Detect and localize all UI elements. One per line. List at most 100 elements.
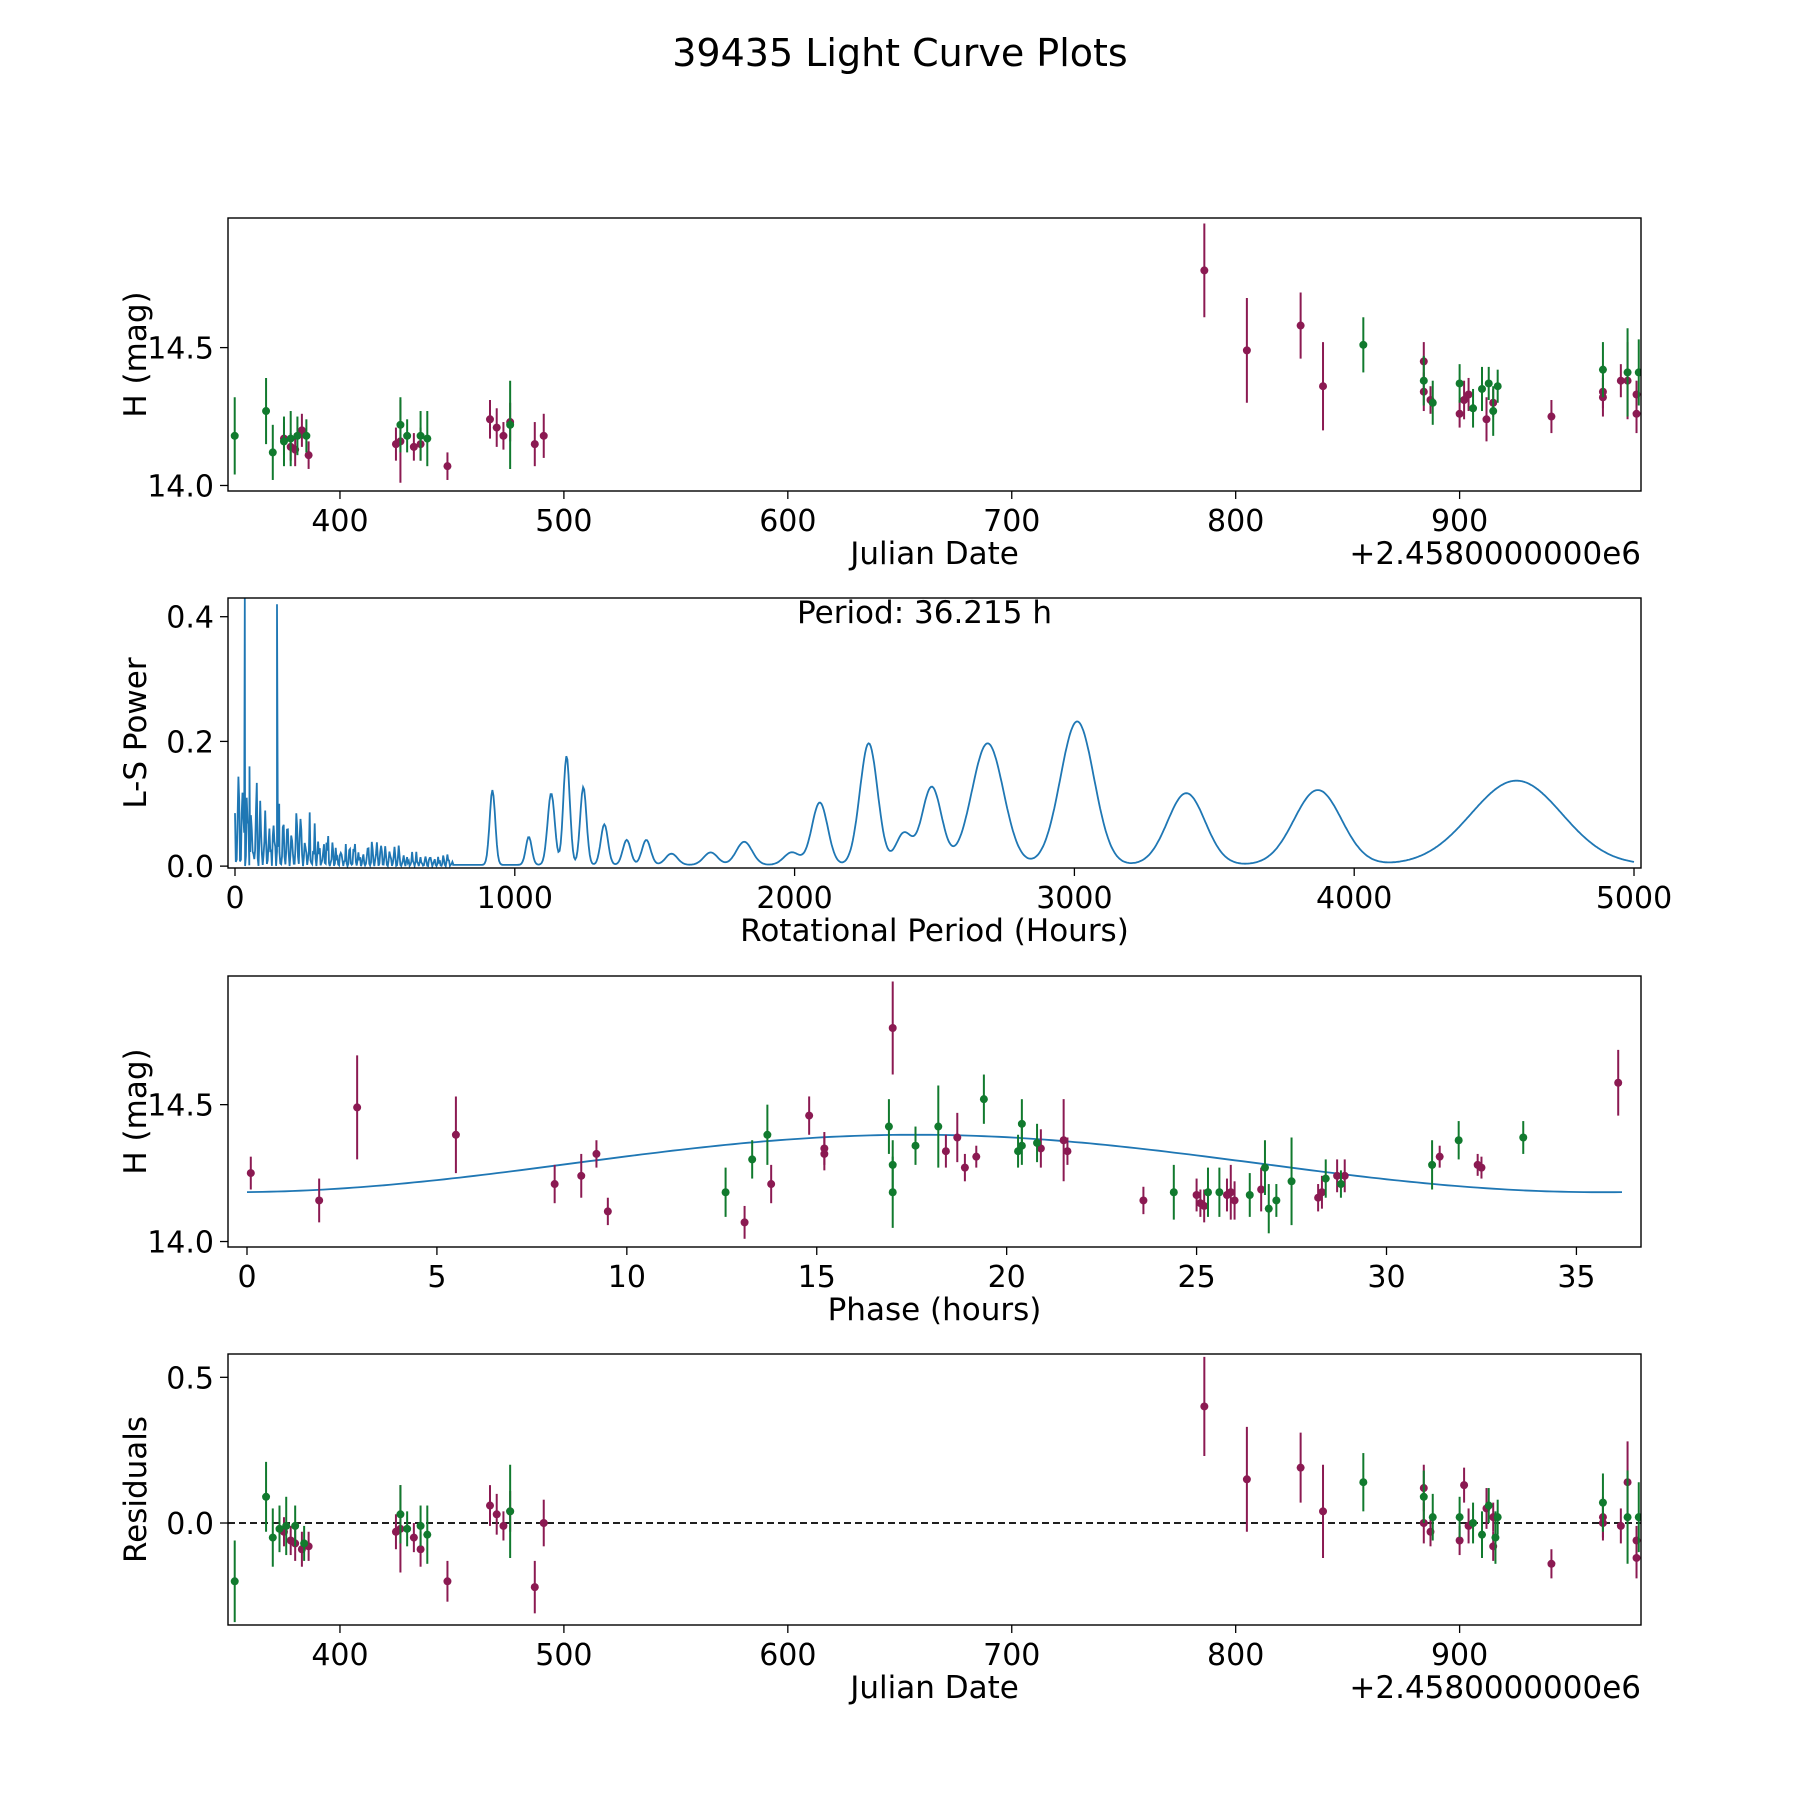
data-point bbox=[443, 1577, 452, 1586]
y-axis-label: H (mag) bbox=[118, 291, 154, 417]
x-tick-label: 700 bbox=[983, 504, 1040, 539]
data-point bbox=[1435, 1152, 1444, 1161]
data-point bbox=[275, 1524, 284, 1533]
x-tick-label: 800 bbox=[1207, 504, 1264, 539]
y-tick-label: 0.5 bbox=[166, 1361, 214, 1396]
data-point bbox=[1482, 415, 1491, 424]
data-point bbox=[1296, 1463, 1305, 1472]
data-point bbox=[1455, 379, 1464, 388]
x-axis-label: Rotational Period (Hours) bbox=[740, 913, 1129, 949]
data-point bbox=[1484, 379, 1493, 388]
data-point bbox=[1455, 409, 1464, 418]
x-tick-label: 900 bbox=[1431, 504, 1488, 539]
x-tick-label: 800 bbox=[1207, 1638, 1264, 1673]
x-tick-label: 700 bbox=[983, 1638, 1040, 1673]
data-point bbox=[550, 1180, 559, 1189]
data-point bbox=[279, 437, 288, 446]
data-point bbox=[1616, 1521, 1625, 1530]
data-point bbox=[1489, 407, 1498, 416]
data-point bbox=[315, 1196, 324, 1205]
data-point bbox=[539, 1519, 548, 1528]
data-point bbox=[409, 1533, 418, 1542]
axes-frame bbox=[227, 975, 1642, 1248]
panel-periodogram: 0 1000 2000 3000 4000 5000 0.0 0.2 0.4 Rotational… bbox=[118, 595, 1672, 949]
x-offset-label: +2.4580000000e6 bbox=[1349, 536, 1641, 572]
data-point bbox=[577, 1171, 586, 1180]
data-point bbox=[1598, 1498, 1607, 1507]
data-point bbox=[1547, 412, 1556, 421]
data-point bbox=[1257, 1185, 1266, 1194]
data-point bbox=[396, 1510, 405, 1519]
data-point bbox=[1493, 1513, 1502, 1522]
x-tick-label: 400 bbox=[311, 1638, 368, 1673]
data-point bbox=[1469, 404, 1478, 413]
data-point bbox=[1547, 1559, 1556, 1568]
data-point bbox=[1319, 1507, 1328, 1516]
data-point bbox=[443, 462, 452, 471]
data-point bbox=[1215, 1188, 1224, 1197]
plot-area bbox=[228, 1356, 1641, 1623]
plot-area bbox=[246, 981, 1623, 1239]
data-point bbox=[1493, 382, 1502, 391]
data-point bbox=[499, 1521, 508, 1530]
data-point bbox=[262, 1492, 271, 1501]
data-point bbox=[1200, 1201, 1209, 1210]
x-tick-label: 5 bbox=[427, 1260, 446, 1295]
data-point bbox=[1491, 1533, 1500, 1542]
x-tick-label: 35 bbox=[1557, 1260, 1595, 1295]
data-point bbox=[353, 1103, 362, 1112]
y-tick-label: 14.5 bbox=[147, 332, 214, 367]
data-point bbox=[740, 1218, 749, 1227]
x-axis-label: Julian Date bbox=[848, 536, 1019, 572]
data-point bbox=[888, 1188, 897, 1197]
data-point bbox=[1464, 390, 1473, 399]
x-tick-label: 20 bbox=[988, 1260, 1026, 1295]
data-point bbox=[1428, 398, 1437, 407]
data-point bbox=[291, 1521, 300, 1530]
data-point bbox=[1333, 1171, 1342, 1180]
plot-area bbox=[230, 223, 1641, 483]
data-point bbox=[1614, 1078, 1623, 1087]
data-point bbox=[416, 431, 425, 440]
data-point bbox=[1264, 1204, 1273, 1213]
data-point bbox=[1623, 1513, 1632, 1522]
x-offset-label: +2.4580000000e6 bbox=[1349, 1670, 1641, 1706]
x-tick-label: 30 bbox=[1367, 1260, 1405, 1295]
data-point bbox=[1477, 1163, 1486, 1172]
axes-frame bbox=[227, 1353, 1642, 1626]
data-point bbox=[1623, 368, 1632, 377]
data-point bbox=[1200, 266, 1209, 275]
y-axis-label: H (mag) bbox=[118, 1048, 154, 1174]
data-point bbox=[1478, 1530, 1487, 1539]
data-point bbox=[1454, 1136, 1463, 1145]
data-point bbox=[286, 434, 295, 443]
data-point bbox=[492, 1510, 501, 1519]
data-point bbox=[1242, 1475, 1251, 1484]
x-axis-label: Julian Date bbox=[848, 1670, 1019, 1706]
data-point bbox=[592, 1149, 601, 1158]
data-point bbox=[416, 1545, 425, 1554]
x-tick-label: 15 bbox=[798, 1260, 836, 1295]
data-point bbox=[499, 431, 508, 440]
data-point bbox=[1419, 376, 1428, 385]
data-point bbox=[1460, 1481, 1469, 1490]
data-point bbox=[953, 1133, 962, 1142]
data-point bbox=[960, 1163, 969, 1172]
x-tick-label: 0 bbox=[225, 881, 244, 916]
data-point bbox=[485, 415, 494, 424]
data-point bbox=[1226, 1188, 1235, 1197]
data-point bbox=[268, 448, 277, 457]
data-point bbox=[888, 1024, 897, 1033]
data-point bbox=[300, 1539, 309, 1548]
x-tick-label: 4000 bbox=[1316, 881, 1392, 916]
data-point bbox=[1428, 1513, 1437, 1522]
data-point bbox=[304, 451, 313, 460]
data-point bbox=[1340, 1171, 1349, 1180]
data-point bbox=[1017, 1119, 1026, 1128]
y-tick-label: 0.0 bbox=[166, 1507, 214, 1542]
data-point bbox=[1319, 382, 1328, 391]
data-point bbox=[1469, 1519, 1478, 1528]
data-point bbox=[451, 1130, 460, 1139]
y-axis-label: Residuals bbox=[118, 1416, 154, 1563]
